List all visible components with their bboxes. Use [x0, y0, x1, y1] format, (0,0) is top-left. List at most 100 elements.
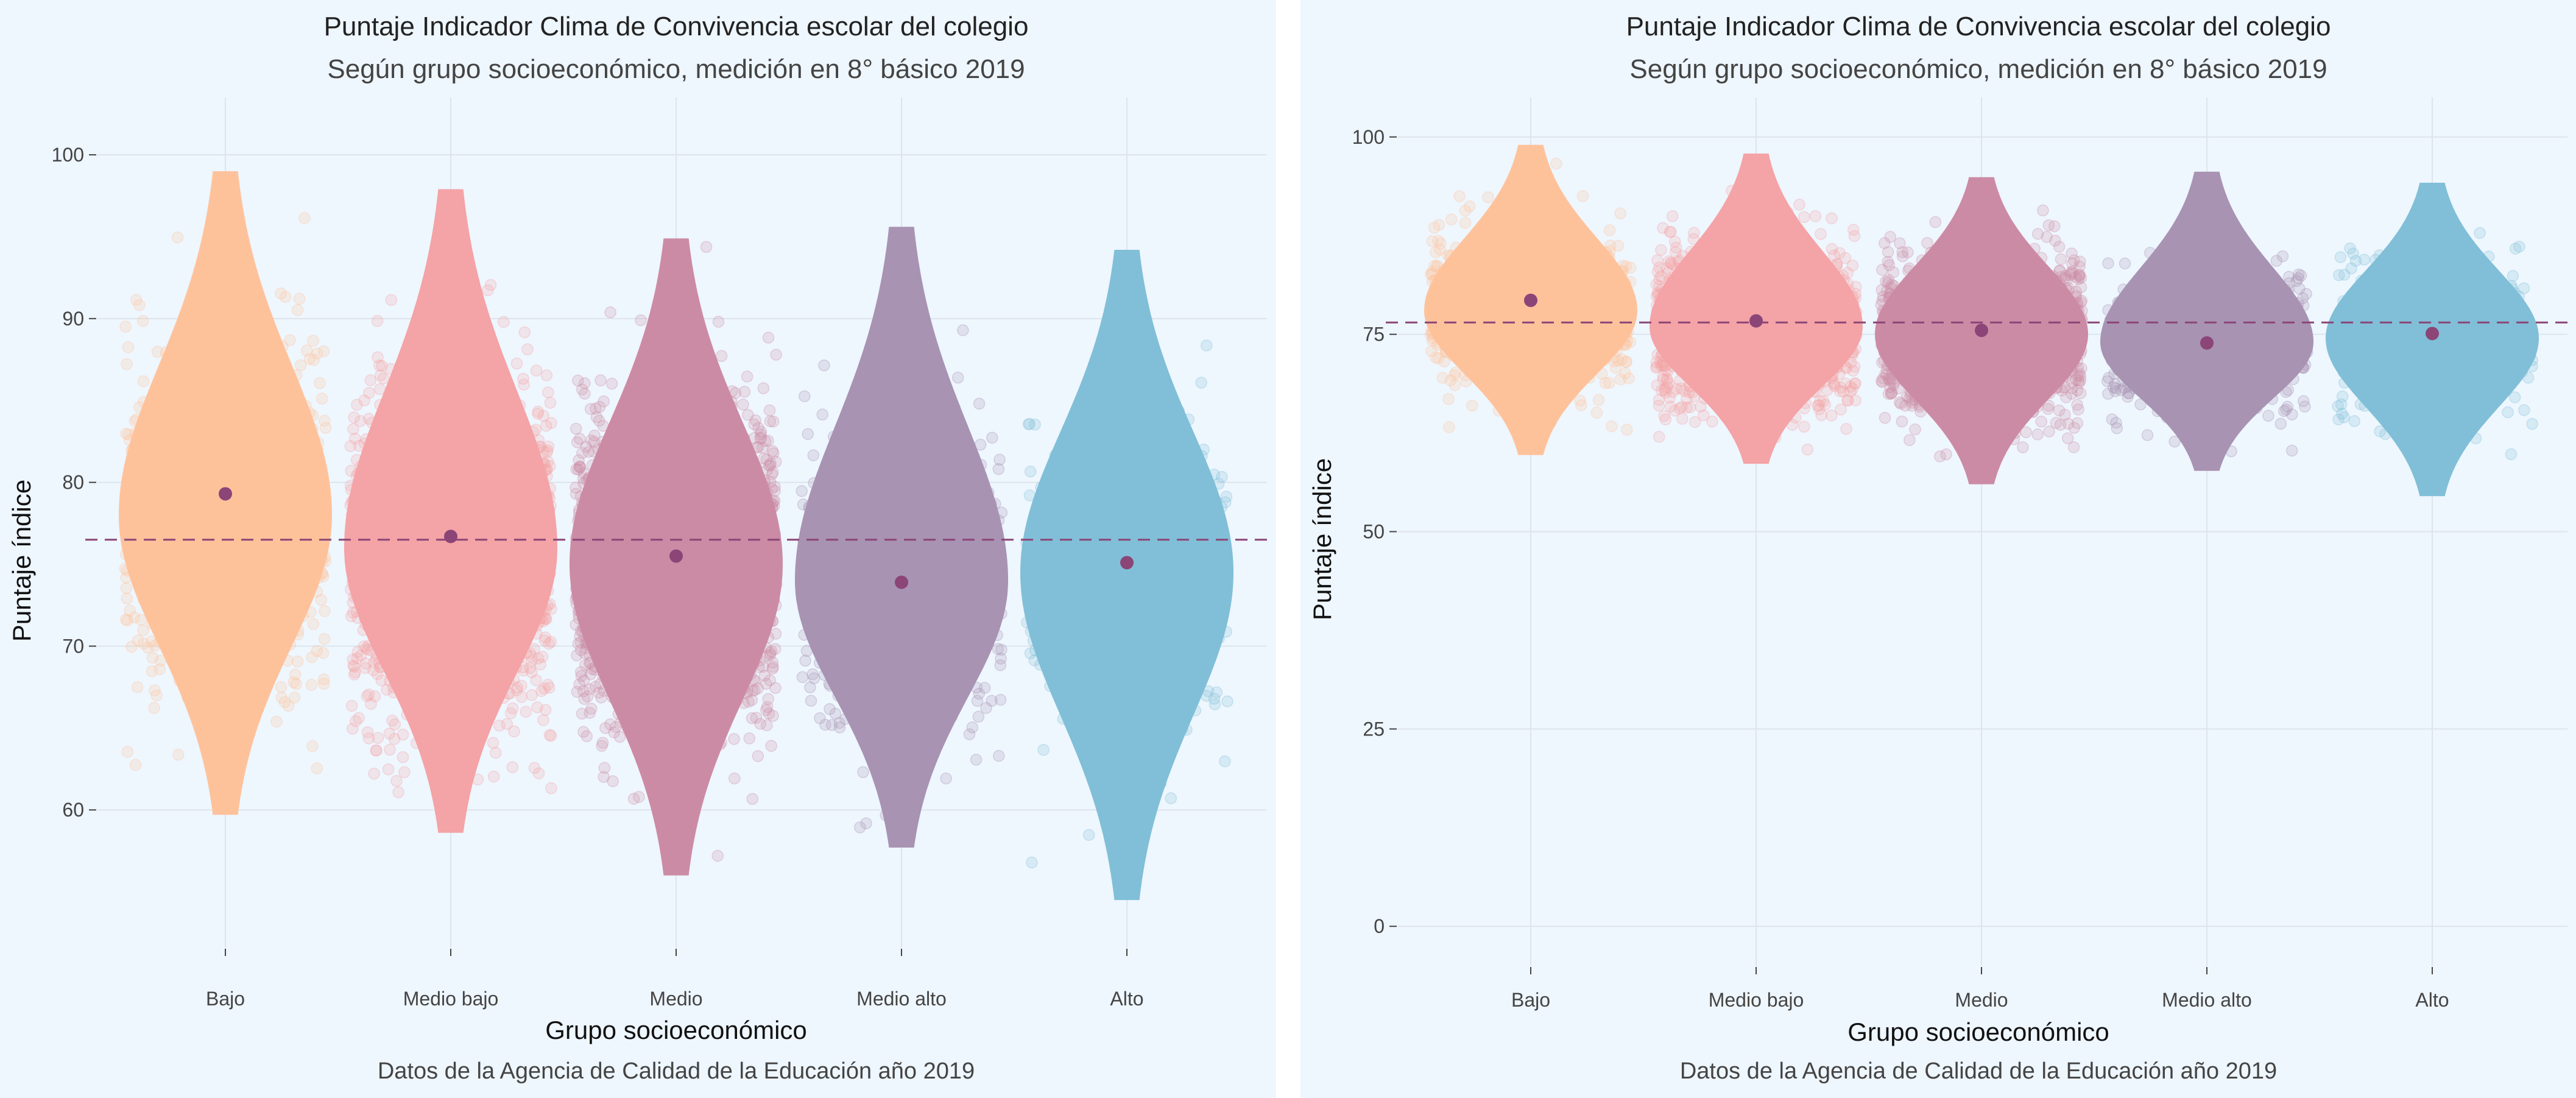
jitter-point	[370, 744, 382, 757]
jitter-point	[764, 648, 777, 661]
jitter-point	[543, 729, 556, 741]
x-axis-label: Grupo socioeconómico	[545, 1016, 807, 1044]
jitter-point	[518, 326, 531, 339]
jitter-point	[805, 695, 817, 707]
jitter-point	[122, 341, 135, 353]
jitter-point	[120, 428, 132, 440]
jitter-point	[119, 321, 132, 333]
jitter-point	[348, 668, 361, 681]
jitter-point	[799, 390, 811, 403]
jitter-point	[573, 454, 585, 467]
jitter-point	[288, 692, 301, 704]
jitter-point	[530, 674, 542, 687]
jitter-point	[1482, 191, 1494, 204]
jitter-point	[535, 685, 548, 697]
jitter-point	[729, 772, 741, 785]
jitter-point	[757, 442, 769, 454]
jitter-point	[317, 345, 330, 358]
jitter-point	[344, 440, 357, 452]
jitter-point	[593, 687, 605, 699]
jitter-point	[298, 212, 311, 224]
y-tick-label: 70	[62, 635, 84, 657]
jitter-point	[132, 634, 144, 647]
jitter-point	[598, 762, 611, 774]
jitter-point	[1023, 418, 1035, 430]
jitter-point	[763, 459, 775, 472]
jitter-point	[1466, 399, 1478, 412]
jitter-point	[361, 726, 374, 738]
violin-alto	[1020, 250, 1233, 901]
jitter-point	[764, 457, 777, 470]
jitter-point	[1430, 352, 1442, 364]
jitter-point	[766, 468, 778, 481]
jitter-point	[532, 652, 545, 665]
jitter-point	[349, 433, 361, 445]
jitter-point	[571, 436, 584, 448]
jitter-point	[833, 717, 845, 729]
jitter-point	[595, 374, 607, 386]
jitter-point	[121, 614, 134, 626]
jitter-point	[504, 707, 517, 720]
jitter-point	[1604, 239, 1617, 252]
jitter-point	[146, 651, 159, 664]
jitter-point	[743, 732, 755, 745]
chart-caption: Datos de la Agencia de Calidad de la Edu…	[378, 1058, 975, 1084]
jitter-point	[526, 666, 538, 679]
jitter-point	[700, 241, 713, 253]
jitter-point	[585, 434, 598, 447]
jitter-point	[1463, 200, 1476, 213]
jitter-point	[534, 658, 546, 671]
jitter-point	[1029, 419, 1041, 431]
jitter-point	[992, 643, 1004, 655]
jitter-point	[1221, 695, 1233, 707]
jitter-point	[362, 732, 375, 745]
chart-subtitle: Según grupo socioeconómico, medición en …	[327, 54, 1025, 84]
chart-panel-left: 60 70 80 90 100 Bajo Medio bajo Medio Medio alt…	[0, 0, 1276, 1098]
jitter-point	[993, 749, 1005, 762]
jitter-point	[531, 701, 543, 714]
jitter-point	[973, 397, 986, 410]
jitter-point	[539, 704, 552, 716]
jitter-point	[833, 721, 846, 734]
jitter-point	[1432, 235, 1444, 247]
jitter-point	[760, 453, 773, 466]
jitter-point	[1208, 692, 1221, 705]
jitter-point	[963, 728, 976, 740]
jitter-point	[627, 793, 640, 805]
jitter-point	[764, 674, 776, 687]
jitter-point	[635, 314, 647, 327]
jitter-point	[318, 414, 331, 427]
jitter-point	[1430, 246, 1442, 258]
jitter-point	[715, 350, 728, 362]
jitter-point	[129, 759, 142, 771]
jitter-point	[171, 231, 184, 244]
y-tick-label: 60	[62, 799, 84, 821]
jitter-point	[766, 656, 779, 669]
jitter-point	[373, 360, 386, 372]
jitter-point	[361, 690, 373, 703]
jitter-point	[370, 744, 383, 757]
x-tick-label: Medio alto	[856, 988, 947, 1010]
jitter-point	[307, 618, 320, 631]
jitter-point	[351, 652, 364, 665]
jitter-point	[604, 718, 616, 731]
jitter-point	[487, 737, 499, 749]
jitter-point	[750, 712, 763, 724]
jitter-point	[482, 284, 494, 297]
jitter-point	[293, 292, 306, 305]
jitter-point	[121, 592, 133, 605]
jitter-point	[607, 775, 619, 787]
jitter-point	[824, 703, 836, 715]
jitter-point	[315, 593, 327, 606]
jitter-point	[766, 466, 779, 478]
jitter-point	[142, 642, 154, 654]
jitter-point	[978, 682, 991, 694]
jitter-point	[767, 661, 779, 673]
jitter-point	[386, 714, 398, 727]
jitter-point	[1460, 375, 1472, 388]
jitter-point	[764, 459, 777, 472]
jitter-point	[972, 710, 985, 723]
jitter-point	[526, 689, 538, 701]
jitter-point	[307, 335, 319, 347]
jitter-point	[537, 714, 549, 726]
